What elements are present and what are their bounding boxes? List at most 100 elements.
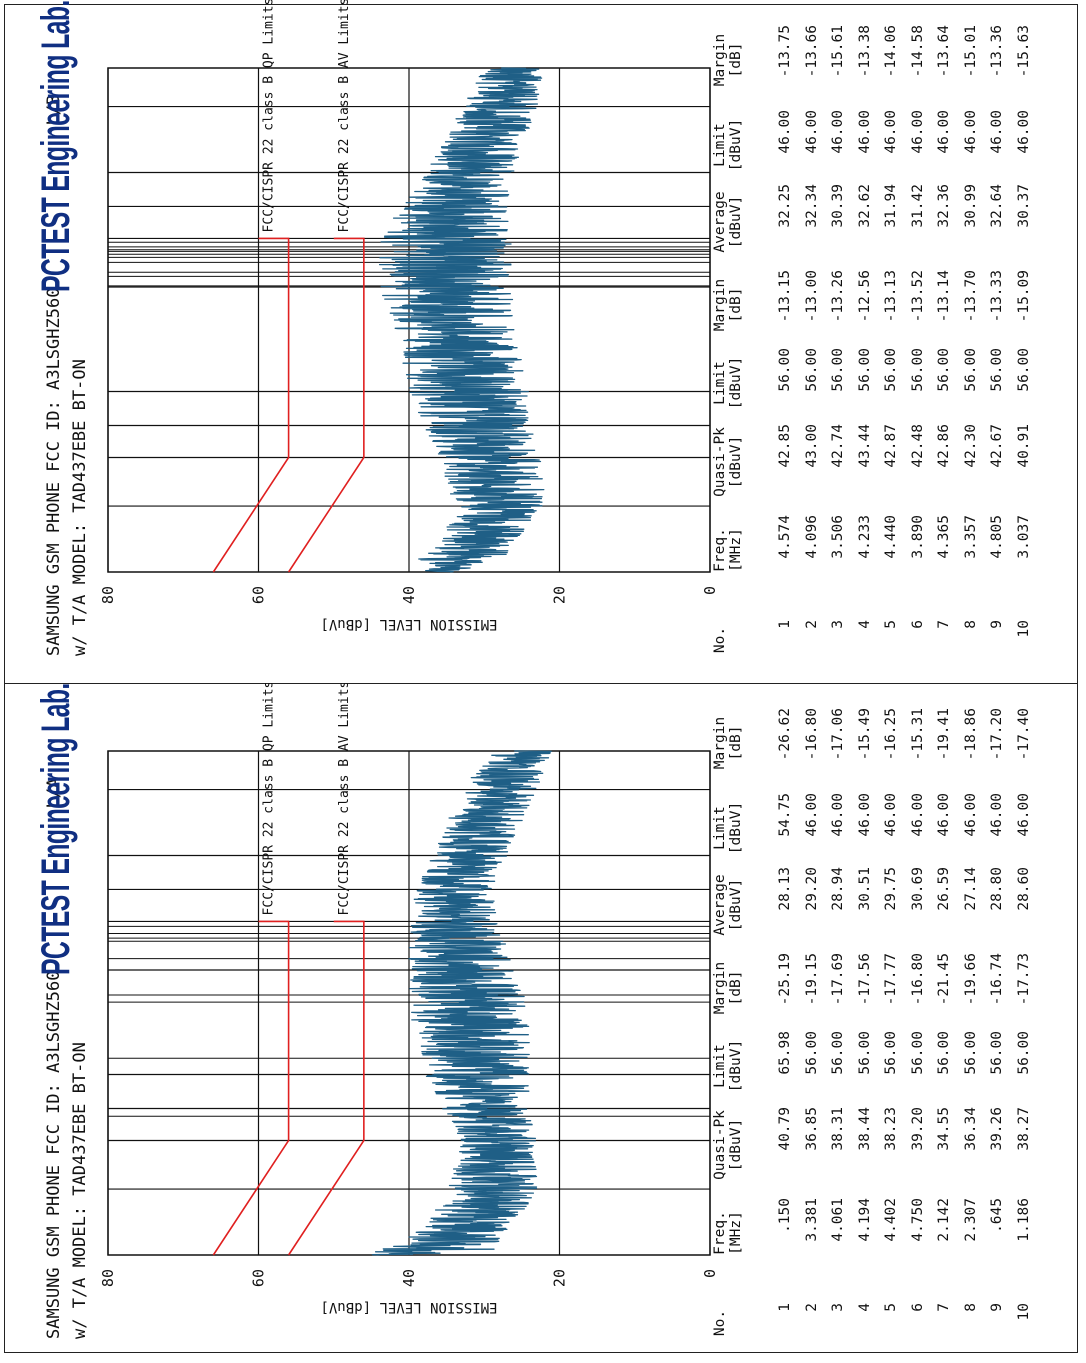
table-cell: 32.64: [989, 184, 1005, 228]
y-tick-label: 0: [701, 586, 719, 595]
table-cell: 56.00: [883, 348, 899, 392]
x-tick-label: 7: [718, 202, 720, 211]
table-header: Freq. [MHz]: [712, 1211, 744, 1255]
table-cell: -19.66: [962, 953, 979, 1006]
table-cell: .150: [777, 1198, 793, 1233]
table-cell: 56.00: [989, 1031, 1005, 1075]
table-cell: 56.00: [856, 1031, 873, 1075]
table-cell: 30.99: [962, 184, 979, 228]
emission-plot-bottom: 0 20 40 60 80 .15 .3 .5 .7 1 3 5 7 10 20 30 EMISSION LEV…: [99, 683, 720, 1315]
qp-limit-line: [212, 237, 290, 573]
results-table-top: No. Freq. [MHz] Quasi-Pk [dBuV] Limit [dBuV…: [712, 0, 1072, 680]
table-cell: 4: [856, 620, 873, 629]
table-cell: 46.00: [989, 793, 1005, 837]
table-cell: 46.00: [936, 793, 952, 837]
table-cell: 26.59: [936, 867, 952, 911]
x-tick-label: 3: [718, 283, 720, 292]
table-cell: 4: [856, 1303, 873, 1312]
av-limit-label: FCC/CISPR 22 class B AV Limits: [337, 0, 352, 232]
table-cell: 2.307: [962, 1198, 979, 1242]
table-cell: 46.00: [1015, 793, 1032, 837]
table-header: Limit [dBuV]: [712, 356, 744, 410]
table-cell: 46.00: [883, 793, 899, 837]
x-tick-label: .15: [718, 558, 720, 585]
table-cell: 2.142: [936, 1198, 952, 1242]
table-cell: -13.26: [830, 270, 846, 323]
y-tick-label: 80: [99, 1269, 117, 1287]
table-cell: -15.63: [1015, 25, 1032, 78]
table-cell: 5: [883, 620, 899, 629]
table-cell: 6: [909, 1303, 926, 1312]
table-cell: 7: [936, 1303, 952, 1312]
table-cell: -15.31: [909, 708, 926, 761]
table-cell: 36.34: [962, 1107, 979, 1151]
table-cell: 46.00: [909, 110, 926, 154]
table-cell: -13.75: [777, 25, 793, 78]
table-cell: 56.00: [936, 1031, 952, 1075]
table-cell: 42.74: [830, 424, 846, 468]
table-cell: 39.26: [989, 1107, 1005, 1151]
table-cell: 38.44: [856, 1107, 873, 1151]
table-cell: -13.15: [777, 270, 793, 323]
table-cell: 46.00: [803, 793, 820, 837]
table-cell: 28.60: [1015, 867, 1032, 911]
table-cell: 46.00: [856, 110, 873, 154]
table-cell: 30.37: [1015, 184, 1032, 228]
emission-trace: [378, 67, 545, 573]
chart-panel-top: SAMSUNG GSM PHONE FCC ID: A3LSGHZ560L/B …: [0, 0, 1086, 680]
table-cell: 39.20: [909, 1107, 926, 1151]
table-cell: 56.00: [1015, 1031, 1032, 1075]
table-cell: -17.56: [856, 953, 873, 1006]
table-cell: 31.42: [909, 184, 926, 228]
table-header: Margin [dB]: [712, 961, 744, 1015]
table-cell: 4.365: [936, 515, 952, 559]
y-axis-title: EMISSION LEVEL [dBuV]: [320, 1299, 497, 1315]
x-tick-label: 5: [718, 234, 720, 243]
qp-limit-line: [212, 920, 290, 1256]
x-tick-label: .5: [718, 1131, 720, 1149]
table-cell: 42.67: [989, 424, 1005, 468]
table-cell: 1: [777, 620, 793, 629]
table-cell: 56.00: [803, 348, 820, 392]
table-cell: -15.49: [856, 708, 873, 761]
table-cell: 36.85: [803, 1107, 820, 1151]
table-cell: 7: [936, 620, 952, 629]
table-cell: 56.00: [1015, 348, 1032, 392]
plot-frame: [107, 67, 711, 573]
qp-limit-label: FCC/CISPR 22 class B QP Limits: [262, 683, 277, 915]
table-header: Quasi-Pk [dBuV]: [712, 1110, 744, 1180]
y-tick-label: 20: [551, 586, 569, 604]
table-cell: 56.00: [777, 348, 793, 392]
table-cell: 56.00: [962, 348, 979, 392]
table-cell: 32.62: [856, 184, 873, 228]
table-cell: -13.38: [856, 25, 873, 78]
table-cell: -17.20: [989, 708, 1005, 761]
table-cell: 4.096: [803, 515, 820, 559]
x-tick-label: 30: [718, 742, 720, 760]
table-cell: -19.41: [936, 708, 952, 761]
x-tick-label: 10: [718, 846, 720, 864]
table-cell: -14.06: [883, 25, 899, 78]
table-cell: 3: [830, 1303, 846, 1312]
table-cell: 4.574: [777, 515, 793, 559]
table-cell: -15.01: [962, 25, 979, 78]
table-header: Margin [dB]: [712, 33, 744, 87]
chart-panel-bottom: SAMSUNG GSM PHONE FCC ID: A3LSGHZ560L/A …: [0, 683, 1086, 1363]
table-header: Limit [dBuV]: [712, 801, 744, 855]
panel-divider: [4, 683, 1078, 684]
x-tick-label: 20: [718, 98, 720, 116]
page-frame: [4, 4, 1078, 1353]
emission-plot-top: 0 20 40 60 80 .15 .3 .5 .7 1 3 5 7 10 20 30 EMISSION LEV…: [99, 0, 720, 632]
table-header: Limit [dBuV]: [712, 1039, 744, 1093]
table-cell: 46.00: [936, 110, 952, 154]
y-tick-label: 20: [551, 1269, 569, 1287]
table-cell: 28.13: [777, 867, 793, 911]
x-tick-label: 1: [718, 1070, 720, 1079]
table-cell: 32.25: [777, 184, 793, 228]
y-axis-title: EMISSION LEVEL [dBuV]: [320, 616, 497, 632]
table-cell: -16.80: [803, 708, 820, 761]
table-cell: 56.00: [803, 1031, 820, 1075]
table-cell: 56.00: [936, 348, 952, 392]
table-cell: 9: [989, 1303, 1005, 1312]
